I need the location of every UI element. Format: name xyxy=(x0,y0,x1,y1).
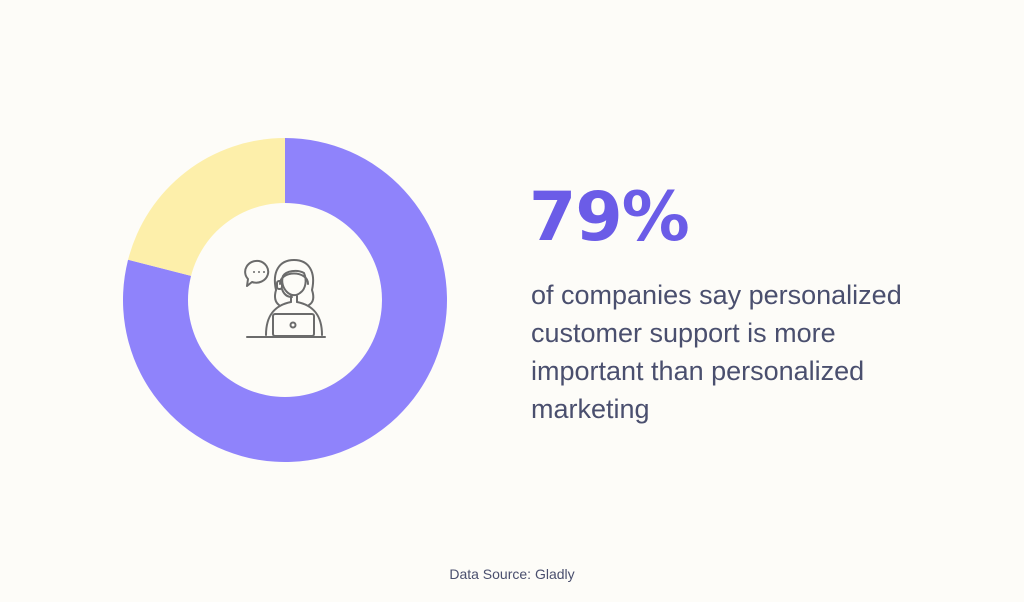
support-agent-with-headset-icon xyxy=(244,259,326,338)
stat-description: of companies say personalized customer s… xyxy=(531,280,902,424)
data-source: Data Source: Gladly xyxy=(449,566,575,582)
donut-hole xyxy=(188,203,382,397)
stat-percentage: 79% xyxy=(529,178,690,257)
